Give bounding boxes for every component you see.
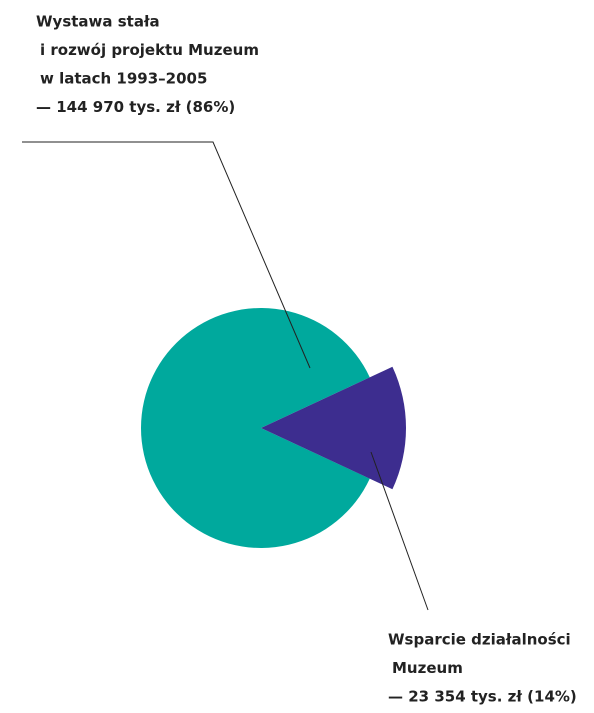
- slice-label: w latach 1993–2005: [40, 70, 207, 88]
- leader-line: [22, 141, 311, 369]
- leader-line: [370, 451, 429, 611]
- pie-slice: [261, 366, 406, 490]
- value-label: — 23 354 tys. zł (14%): [388, 688, 577, 706]
- slice-label: Wsparcie działalności: [388, 631, 571, 649]
- value-label: — 144 970 tys. zł (86%): [36, 98, 235, 116]
- pie-slice: [141, 308, 370, 549]
- slice-label: Muzeum: [392, 659, 463, 677]
- slice-label: i rozwój projektu Muzeum: [40, 41, 259, 59]
- slice-label: Wystawa stała: [36, 13, 160, 31]
